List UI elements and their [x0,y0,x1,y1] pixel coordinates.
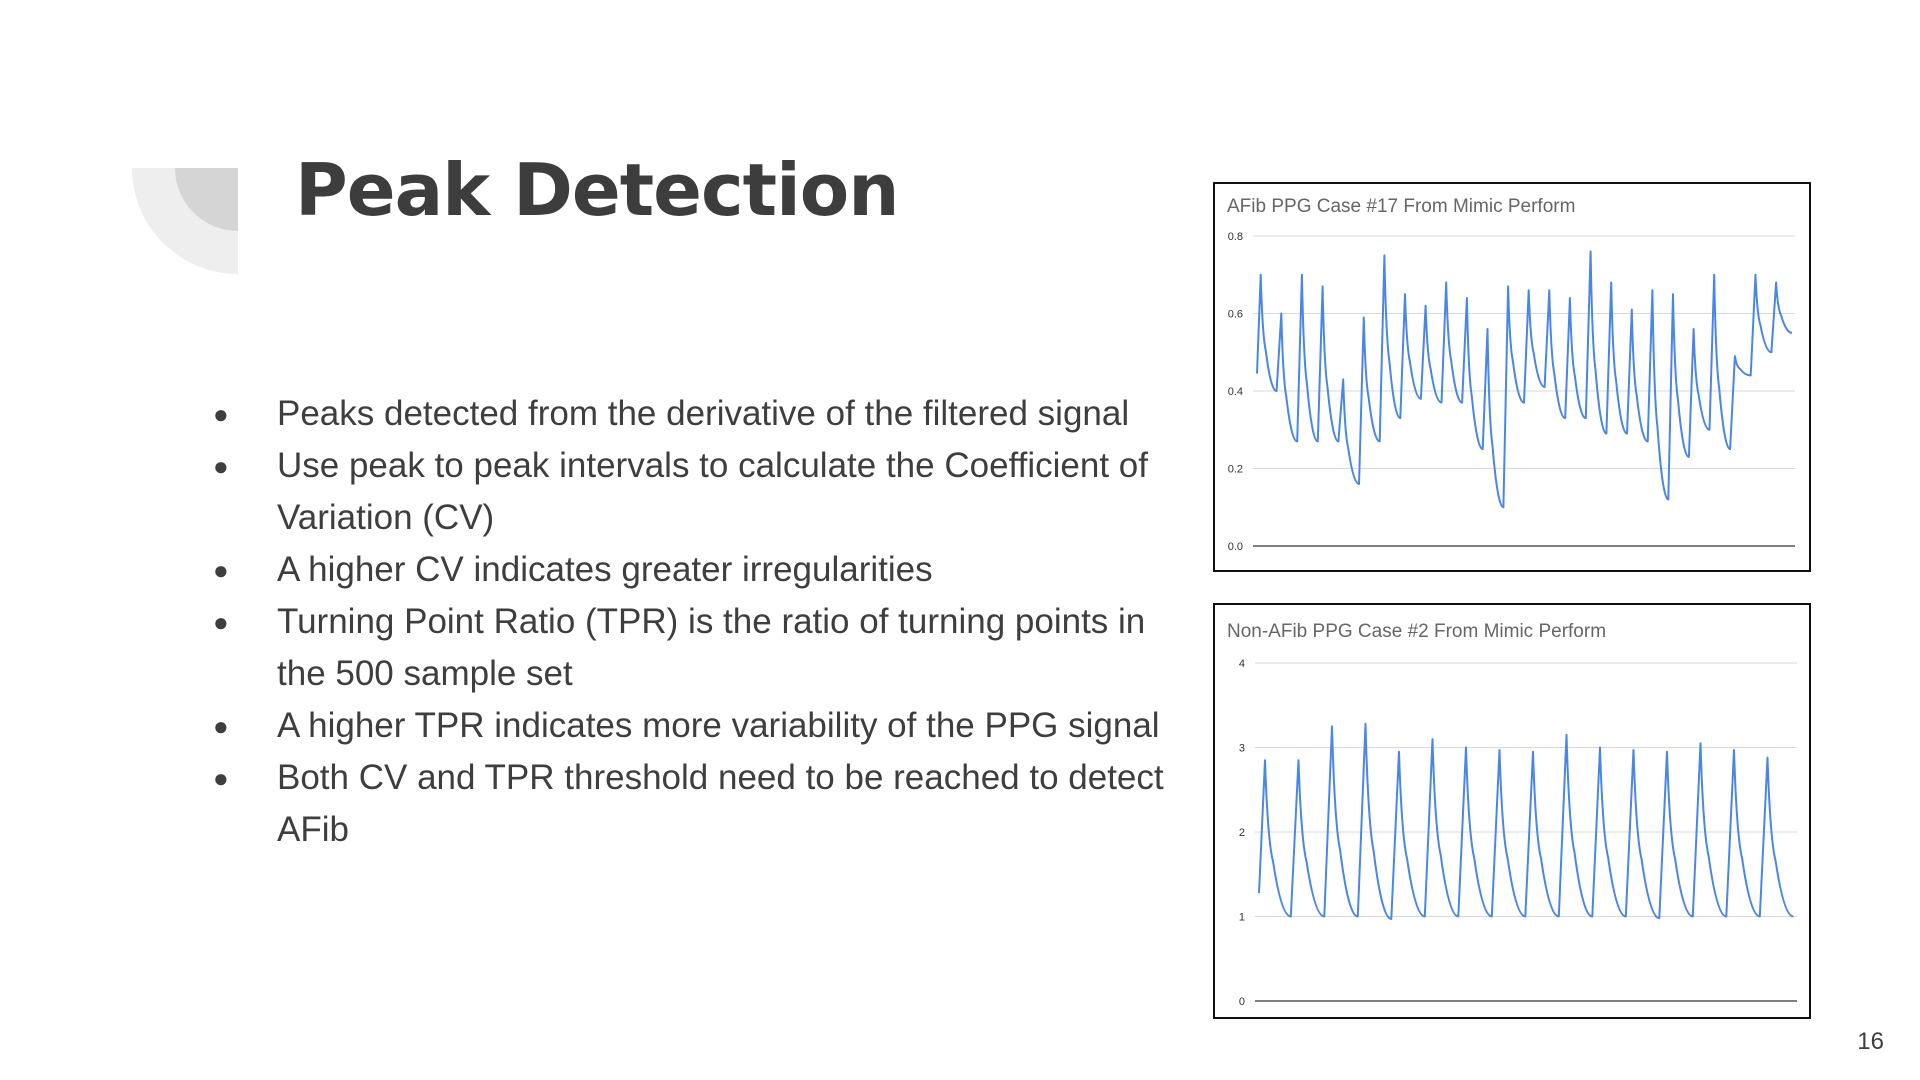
y-tick-label: 0.2 [1228,464,1243,476]
bullet-dot-icon: ● [213,555,229,585]
bullet-dot-icon: ● [213,399,229,429]
bullet-item: ● Both CV and TPR threshold need to be re… [205,752,1165,856]
non-afib-chart-frame: Non-AFib PPG Case #2 From Mimic Perform 0… [1213,603,1811,1019]
bullet-item: ● Peaks detected from the derivative of t… [205,388,1165,440]
y-tick-label: 0.0 [1228,541,1243,553]
bullet-dot-icon: ● [213,451,229,481]
series-line [1256,250,1793,509]
y-tick-label: 0.8 [1228,231,1243,243]
bullet-text: A higher CV indicates greater irregulari… [277,550,933,589]
y-tick-label: 4 [1239,658,1245,670]
afib-ppg-chart: AFib PPG Case #17 From Mimic Perform 0.0 0… [1227,196,1795,553]
bullet-text: Both CV and TPR threshold need to be rea… [277,758,1164,849]
chart-title: AFib PPG Case #17 From Mimic Perform [1227,196,1575,217]
series-line [1258,722,1794,920]
bullet-dot-icon: ● [213,607,229,637]
bullet-list: ● Peaks detected from the derivative of t… [205,388,1165,856]
bullet-dot-icon: ● [213,763,229,793]
bullet-text: A higher TPR indicates more variability … [277,706,1160,745]
bullet-text: Turning Point Ratio (TPR) is the ratio o… [277,602,1146,693]
y-tick-label: 0.6 [1228,309,1243,321]
page-number: 16 [1857,1028,1884,1055]
y-tick-label: 0 [1239,996,1245,1008]
bullet-text: Use peak to peak intervals to calculate … [277,446,1148,537]
bullet-dot-icon: ● [213,711,229,741]
y-tick-label: 1 [1239,912,1245,924]
bullet-text: Peaks detected from the derivative of th… [277,394,1130,433]
deco-quarter-disc [175,168,238,231]
chart-title: Non-AFib PPG Case #2 From Mimic Perform [1227,621,1606,642]
y-tick-label: 2 [1239,827,1245,839]
bullet-item: ● A higher TPR indicates more variability… [205,700,1165,752]
bullet-item: ● Turning Point Ratio (TPR) is the ratio … [205,596,1165,700]
y-tick-label: 3 [1239,743,1245,755]
non-afib-ppg-chart: Non-AFib PPG Case #2 From Mimic Perform 0… [1227,621,1797,1008]
bullet-item: ● A higher CV indicates greater irregular… [205,544,1165,596]
corner-decoration [132,168,238,274]
bullet-item: ● Use peak to peak intervals to calculate… [205,440,1165,544]
y-tick-label: 0.4 [1228,386,1243,398]
afib-chart-frame: AFib PPG Case #17 From Mimic Perform 0.0 0… [1213,182,1811,572]
slide-title: Peak Detection [295,148,899,232]
